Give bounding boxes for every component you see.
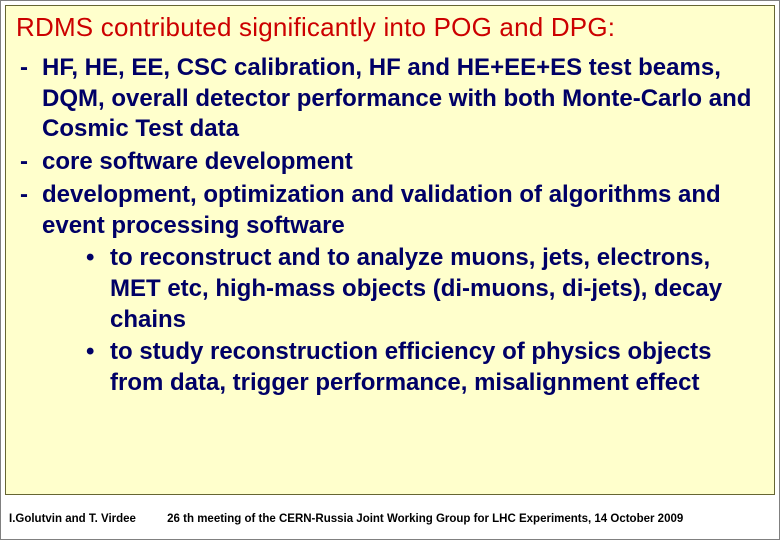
list-item: core software development [16,147,764,178]
list-item: HF, HE, EE, CSC calibration, HF and HE+E… [16,53,764,145]
bullet-text: development, optimization and validation… [42,181,721,239]
sub-bullet-text: to reconstruct and to analyze muons, jet… [110,244,722,332]
list-item: to study reconstruction efficiency of ph… [86,337,764,398]
sub-bullet-text: to study reconstruction efficiency of ph… [110,338,711,396]
footer-authors: I.Golutvin and T. Virdee [9,513,136,525]
bullet-text: HF, HE, EE, CSC calibration, HF and HE+E… [42,54,751,142]
slide-title: RDMS contributed significantly into POG … [16,12,764,43]
footer-meeting: 26 th meeting of the CERN-Russia Joint W… [167,513,683,525]
list-item: development, optimization and validation… [16,180,764,399]
sub-bullet-list: to reconstruct and to analyze muons, jet… [42,243,764,399]
list-item: to reconstruct and to analyze muons, jet… [86,243,764,335]
slide-footer: I.Golutvin and T. Virdee 26 th meeting o… [9,513,771,525]
content-box: RDMS contributed significantly into POG … [5,5,775,495]
bullet-text: core software development [42,148,353,175]
bullet-list: HF, HE, EE, CSC calibration, HF and HE+E… [16,53,764,399]
slide: RDMS contributed significantly into POG … [0,0,780,540]
